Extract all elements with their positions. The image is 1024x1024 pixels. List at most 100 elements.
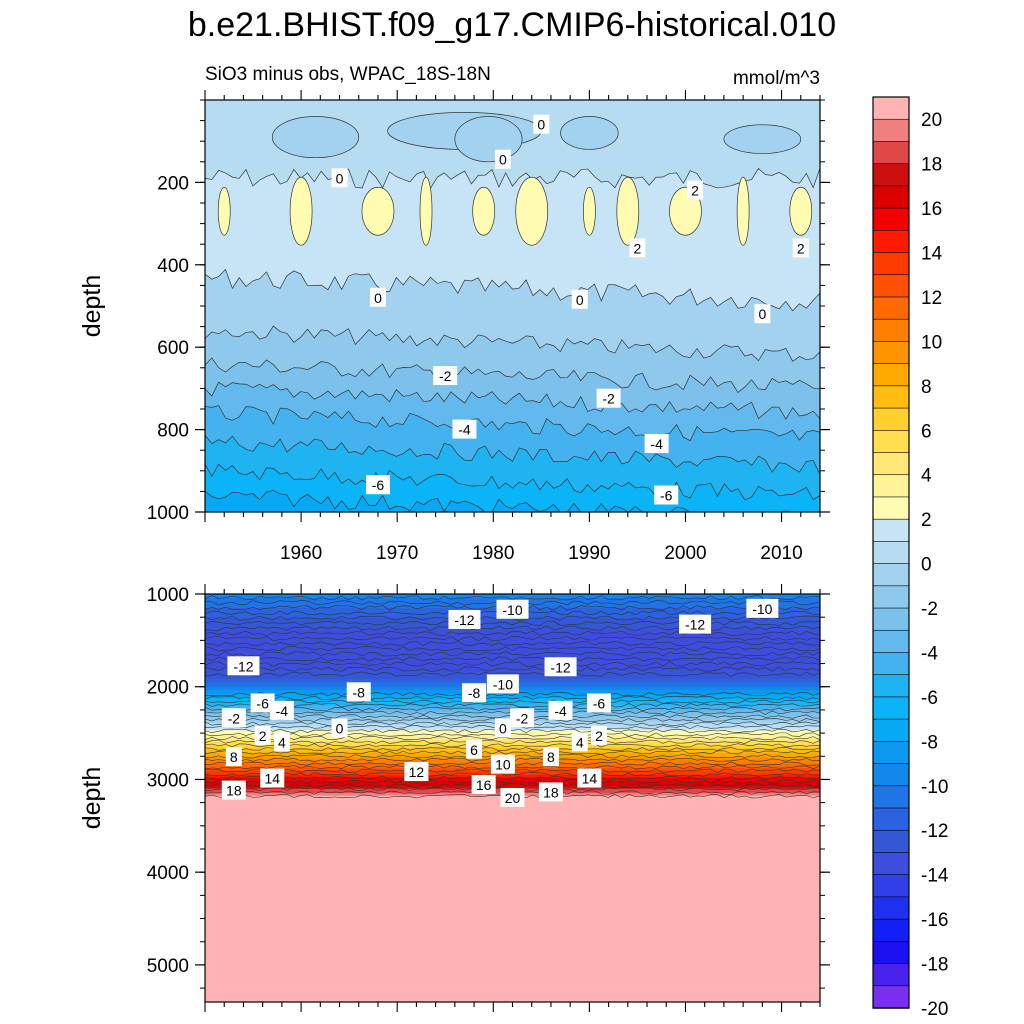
contour-band: [205, 997, 820, 1000]
contour-band: [205, 861, 820, 864]
contour-label: -2: [596, 388, 621, 408]
contour-band: [205, 876, 820, 879]
contour-line: [205, 779, 820, 784]
contour-label: 0: [369, 287, 386, 307]
contour-line: [205, 357, 820, 394]
contour-line: [205, 435, 820, 475]
svg-text:16: 16: [476, 777, 492, 793]
contour-band: [205, 826, 820, 829]
contour-band: [205, 405, 820, 475]
contour-band: [205, 970, 820, 973]
contour-label: -10: [746, 598, 779, 618]
contour-band: [205, 666, 820, 669]
contour-line: [205, 595, 820, 601]
contour-band: [205, 734, 820, 737]
svg-text:0: 0: [537, 117, 545, 133]
contour-band: [205, 824, 820, 827]
contour-band: [205, 737, 820, 740]
svg-text:20: 20: [505, 790, 521, 806]
positive-anomaly-patch: [736, 176, 750, 246]
contour-line: [205, 641, 820, 647]
svg-text:-2: -2: [602, 391, 615, 407]
svg-text:0: 0: [576, 292, 584, 308]
contour-band: [205, 856, 820, 859]
contour-band: [205, 991, 820, 994]
contour-band: [205, 731, 820, 734]
contour-band: [205, 631, 820, 634]
colorbar-swatch: [872, 741, 910, 765]
colorbar-label: 12: [921, 288, 942, 309]
contour-band: [205, 881, 820, 884]
contour-line: [205, 635, 820, 642]
contour-band: [205, 699, 820, 702]
svg-text:-6: -6: [660, 488, 673, 504]
contour-label: -2: [221, 708, 246, 728]
contour-label: 10: [490, 754, 515, 774]
contour-label: 2: [792, 238, 809, 258]
contour-label: 0: [331, 718, 348, 738]
contour-band: [205, 952, 820, 955]
contour-label: -4: [269, 700, 294, 720]
contour-label: 12: [404, 762, 429, 782]
colorbar-frame: [872, 96, 910, 1009]
contour-band: [205, 874, 820, 877]
contour-band: [205, 852, 820, 855]
contour-line: [205, 490, 820, 512]
contour-label: 0: [754, 304, 771, 324]
contour-band: [205, 951, 820, 954]
positive-anomaly-patch: [515, 176, 549, 246]
colorbar-label: -8: [921, 732, 938, 753]
contour-label: 8: [225, 747, 242, 767]
contour-band: [205, 990, 820, 993]
contour-band: [205, 727, 820, 730]
svg-text:-12: -12: [233, 658, 253, 674]
colorbar-swatch: [872, 807, 910, 831]
contour-line: [205, 625, 820, 631]
colorbar-label: 8: [921, 377, 932, 398]
svg-text:-4: -4: [554, 703, 567, 719]
contour-band: [205, 941, 820, 944]
contour-line: [205, 325, 820, 362]
contour-band: [205, 945, 820, 948]
contour-band: [205, 662, 820, 665]
positive-anomaly-patch: [583, 186, 596, 236]
svg-text:8: 8: [230, 749, 238, 765]
contour-band: [205, 596, 820, 599]
colorbar-swatch: [872, 296, 910, 320]
y-tick-label: 1000: [147, 585, 189, 606]
contour-band: [205, 869, 820, 872]
contour-band: [205, 925, 820, 928]
contour-band: [205, 984, 820, 987]
contour-band: [205, 884, 820, 887]
colorbar-swatch: [872, 696, 910, 720]
contour-band: [205, 959, 820, 962]
colorbar-swatch: [872, 230, 910, 254]
contour-band: [205, 692, 820, 695]
x-tick-label: 1970: [376, 543, 418, 564]
colorbar-label: 20: [921, 110, 942, 131]
colorbar-swatch: [872, 385, 910, 409]
contour-label: 2: [254, 725, 271, 745]
contour-band: [205, 931, 820, 934]
contour-band: [205, 834, 820, 837]
contour-band: [205, 969, 820, 972]
upper-panel-contour-lines: [205, 112, 820, 512]
contour-band: [205, 973, 820, 976]
contour-band: [205, 774, 820, 777]
y-tick-label: 1000: [147, 503, 189, 524]
x-tick-label: 2010: [760, 543, 802, 564]
contour-label: -6: [365, 475, 390, 495]
contour-band: [205, 993, 820, 996]
upper-panel-contour-fill: [205, 100, 820, 512]
contour-label: 16: [471, 775, 496, 795]
contour-band: [205, 955, 820, 958]
contour-band: [205, 728, 820, 731]
contour-band: [205, 829, 820, 832]
contour-band: [205, 983, 820, 986]
contour-label: -4: [644, 434, 669, 454]
contour-band: [205, 890, 820, 893]
positive-anomaly-patch: [289, 176, 313, 246]
colorbar-label: -6: [921, 688, 938, 709]
contour-line: [205, 167, 820, 190]
